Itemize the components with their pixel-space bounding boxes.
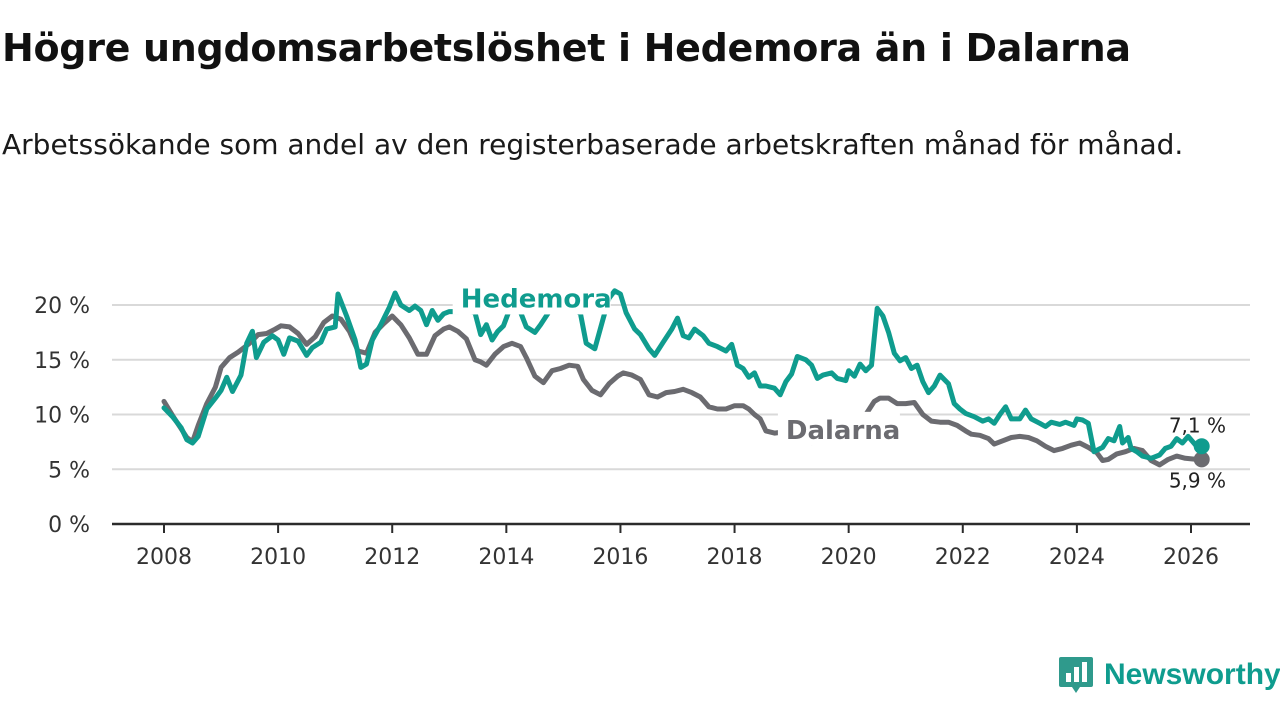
series-labels: Hedemora 7,1 % Dalarna 5,9 % — [452, 280, 1226, 492]
brand-logo: Newsworthy — [1058, 652, 1280, 698]
x-tick-label: 2022 — [935, 545, 991, 570]
end-value-label-dalarna: 5,9 % — [1169, 468, 1226, 492]
brand-name: Newsworthy — [1104, 658, 1280, 691]
series-label-dalarna: Dalarna — [786, 416, 900, 446]
chart-title: Högre ungdomsarbetslöshet i Hedemora än … — [2, 26, 1131, 70]
y-tick-label: 0 % — [48, 513, 90, 538]
y-tick-label: 10 % — [34, 404, 90, 429]
series-lines — [161, 288, 1210, 468]
bar-chart-badge-icon — [1059, 657, 1093, 693]
x-tick-label: 2014 — [478, 545, 534, 570]
series-line-dalarna — [161, 313, 1200, 468]
y-tick-label: 20 % — [34, 294, 90, 319]
x-tick-label: 2012 — [364, 545, 420, 570]
end-marker-dalarna — [1193, 451, 1210, 468]
x-tick-label: 2016 — [592, 545, 648, 570]
x-tick-label: 2010 — [250, 545, 306, 570]
x-tick-label: 2026 — [1163, 545, 1219, 570]
x-tick-label: 2018 — [707, 545, 763, 570]
y-tick-label: 5 % — [48, 458, 90, 483]
series-label-backdrop — [777, 411, 900, 446]
y-tick-label: 15 % — [34, 349, 90, 374]
x-tick-label: 2024 — [1049, 545, 1105, 570]
series-label-backdrop — [452, 280, 611, 315]
chart-subtitle: Arbetssökande som andel av den registerb… — [2, 128, 1184, 161]
y-axis-ticks: 0 % 5 % 10 % 15 % 20 % — [34, 294, 90, 538]
series-label-hedemora: Hedemora — [461, 284, 612, 314]
x-tick-label: 2020 — [821, 545, 877, 570]
gridlines — [112, 304, 1250, 471]
x-tick-label: 2008 — [136, 545, 192, 570]
x-axis-ticks: 2008 2010 2012 2014 2016 2018 2020 2022 2024 2026 — [136, 524, 1219, 570]
end-value-label-hedemora: 7,1 % — [1169, 413, 1226, 437]
end-marker-hedemora — [1193, 438, 1210, 455]
series-line-hedemora — [161, 288, 1200, 461]
